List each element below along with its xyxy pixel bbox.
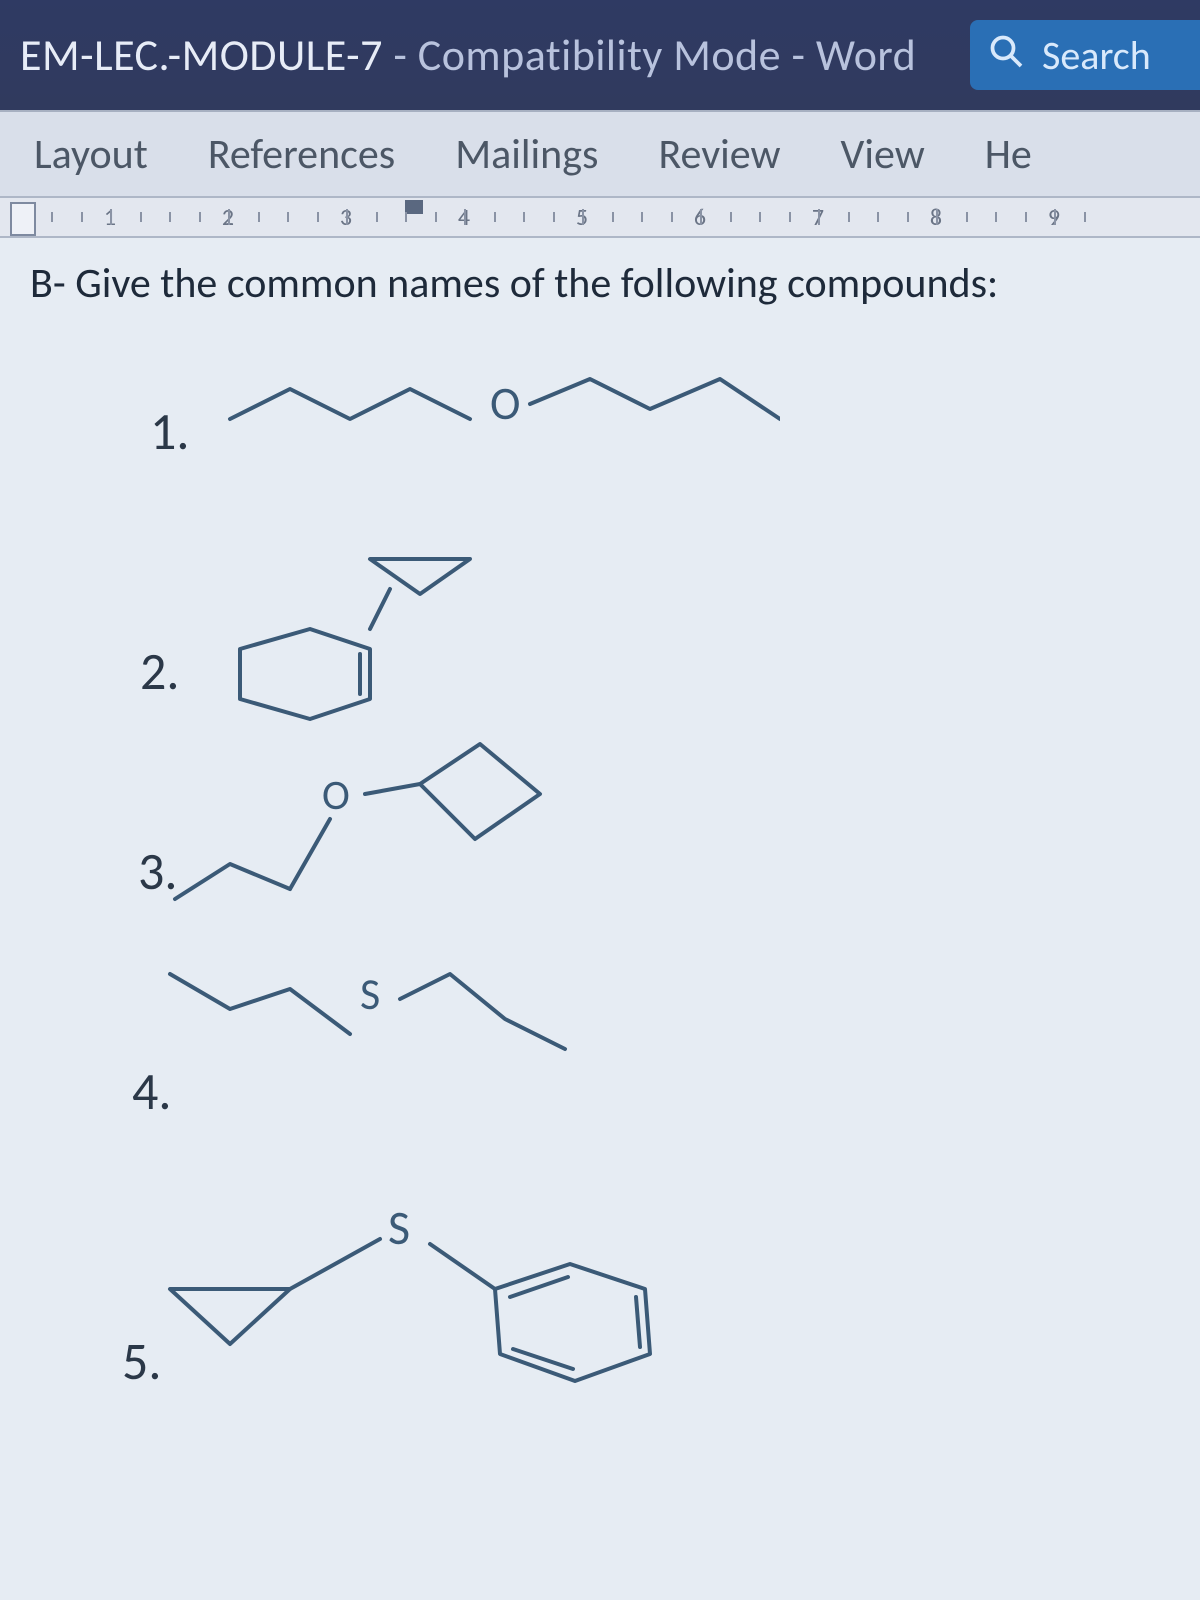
ruler-tick [110, 209, 112, 225]
atom-o: O [322, 770, 350, 821]
ruler-tick [494, 212, 496, 222]
atom-o: O [490, 376, 520, 432]
atom-s: S [388, 1198, 410, 1257]
ruler-tick [1025, 212, 1027, 222]
question-heading: B- Give the common names of the followin… [30, 258, 1170, 309]
app-name: Word [816, 28, 916, 82]
tab-mailings[interactable]: Mailings [455, 129, 598, 180]
ruler-tick [317, 212, 319, 222]
ruler-tick [523, 212, 525, 222]
document-page: B- Give the common names of the followin… [0, 238, 1200, 1600]
ruler-tick [287, 212, 289, 222]
ruler-tick [700, 209, 702, 225]
ruler-tick [848, 212, 850, 222]
ruler-tick [818, 209, 820, 225]
ruler-tick [81, 212, 83, 222]
ruler-tick [671, 212, 673, 222]
ruler-tick [612, 212, 614, 222]
title-bar: EM-LEC.-MODULE-7 - Compatibility Mode - … [0, 0, 1200, 110]
ruler-tick [51, 212, 53, 222]
compound-1: 1. O [30, 339, 1170, 539]
structure-2 [180, 539, 540, 729]
title-sep-2: - [792, 28, 816, 82]
compat-mode: Compatibility Mode [418, 28, 781, 82]
ruler-tick [730, 212, 732, 222]
compound-2: 2. [30, 539, 1170, 739]
item-number: 1. [150, 399, 189, 463]
ruler-tick [641, 212, 643, 222]
compound-5: 5. S [30, 1139, 1170, 1399]
compound-4: 4. S [30, 939, 1170, 1139]
ribbon-tabs: Layout References Mailings Review View H… [0, 110, 1200, 196]
tab-view[interactable]: View [841, 129, 925, 180]
ruler-tick [258, 212, 260, 222]
tab-help[interactable]: He [985, 129, 1032, 180]
ruler-tick [877, 212, 879, 222]
window-title: EM-LEC.-MODULE-7 - Compatibility Mode - … [20, 28, 916, 82]
tab-references[interactable]: References [208, 129, 395, 180]
atom-s: S [360, 967, 380, 1021]
structure-1: O [220, 349, 780, 489]
search-label: Search [1042, 31, 1151, 80]
search-box[interactable]: Search [970, 20, 1200, 90]
first-line-indent-icon[interactable] [405, 200, 423, 214]
ruler-tick [936, 209, 938, 225]
compound-3: 3. O [30, 739, 1170, 939]
title-sep-1: - [393, 28, 417, 82]
ruler-tick [966, 212, 968, 222]
ruler-tick [464, 209, 466, 225]
ruler-tick [346, 209, 348, 225]
tab-review[interactable]: Review [658, 129, 780, 180]
ruler-tick [907, 212, 909, 222]
tab-selector-icon[interactable] [10, 202, 36, 236]
ruler-tick [199, 212, 201, 222]
ruler-tick [435, 212, 437, 222]
ruler-tick [759, 212, 761, 222]
ruler-tick [582, 209, 584, 225]
doc-name: EM-LEC.-MODULE-7 [20, 28, 383, 82]
ruler-tick [376, 212, 378, 222]
ruler-tick [228, 209, 230, 225]
structure-3: O [170, 739, 550, 929]
ruler-tick [1084, 212, 1086, 222]
ruler-tick [1054, 209, 1056, 225]
tab-layout[interactable]: Layout [34, 129, 148, 180]
ruler-tick [553, 212, 555, 222]
ruler-tick [789, 212, 791, 222]
ruler-tick [995, 212, 997, 222]
structure-5: S [150, 1169, 710, 1399]
horizontal-ruler[interactable]: 123456789 [0, 196, 1200, 238]
item-number: 2. [140, 639, 179, 703]
ruler-tick [169, 212, 171, 222]
structure-4: S [150, 939, 570, 1129]
ruler-tick [405, 212, 407, 222]
search-icon [988, 31, 1024, 80]
ruler-tick [140, 212, 142, 222]
